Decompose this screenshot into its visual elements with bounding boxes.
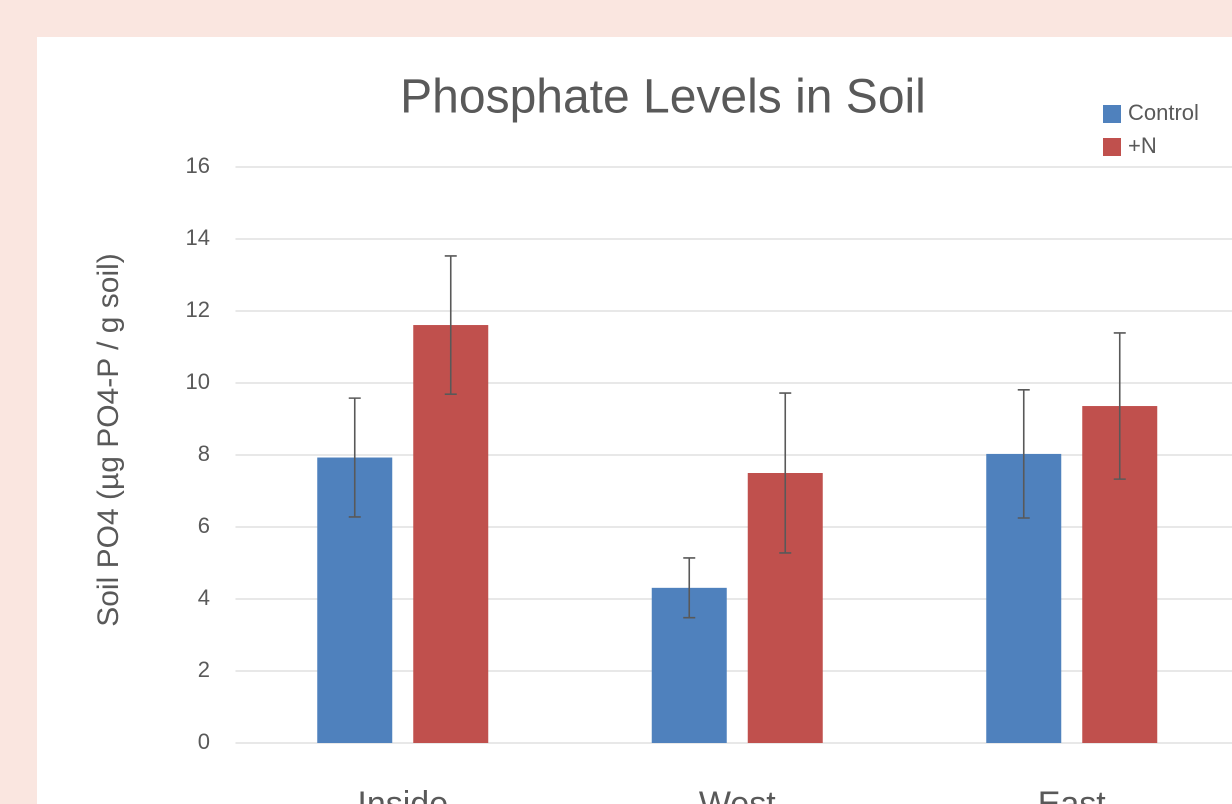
error-bar: [1113, 332, 1126, 480]
y-tick-label: 10: [186, 369, 210, 394]
y-tick-label: 16: [186, 153, 210, 178]
error-bar: [779, 392, 792, 554]
legend-swatch: [1103, 105, 1121, 123]
y-tick-label: 0: [198, 729, 210, 754]
chart-title: Phosphate Levels in Soil: [400, 71, 926, 124]
y-tick-label: 4: [198, 585, 210, 610]
error-bar: [1017, 389, 1030, 519]
legend-label: Control: [1128, 100, 1199, 125]
legend-swatch: [1103, 138, 1121, 156]
error-bar: [683, 557, 696, 619]
x-tick-label: East: [1038, 785, 1107, 804]
y-tick-label: 8: [198, 441, 210, 466]
x-tick-label: Inside: [357, 785, 448, 804]
y-tick-label: 2: [198, 657, 210, 682]
error-bar: [444, 255, 457, 395]
error-bar: [348, 397, 361, 518]
y-tick-label: 12: [186, 297, 210, 322]
x-tick-label: West: [699, 785, 776, 804]
legend-label: +N: [1128, 133, 1157, 158]
y-axis-label: Soil PO4 (µg PO4-P / g soil): [92, 253, 125, 627]
y-tick-label: 14: [186, 225, 210, 250]
y-tick-label: 6: [198, 513, 210, 538]
